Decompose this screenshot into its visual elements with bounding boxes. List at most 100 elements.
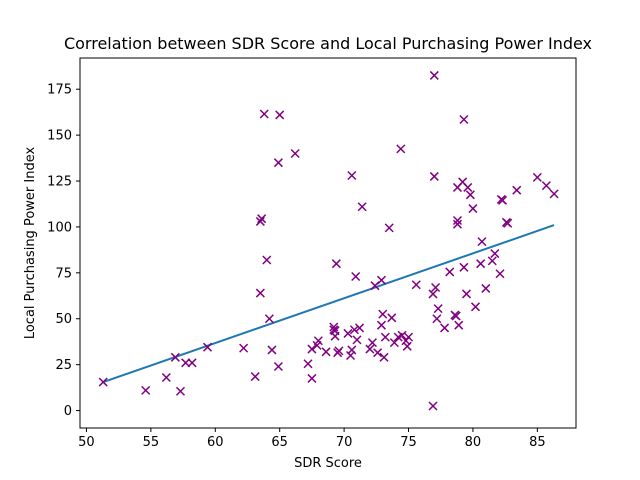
data-point [498, 195, 508, 205]
data-point [98, 377, 108, 387]
data-point [307, 373, 317, 383]
data-point [470, 302, 481, 312]
data-point [432, 314, 442, 324]
data-point [343, 328, 353, 338]
data-point [378, 309, 388, 319]
plot-frame [79, 57, 577, 429]
data-point [250, 372, 260, 382]
data-point [440, 323, 450, 333]
data-point [487, 256, 497, 266]
y-axis: 0 25 50 75 100 125 150 175 [47, 83, 80, 419]
chart-title: Correlation between SDR Score and Local … [64, 34, 592, 53]
x-tick-label: 75 [400, 435, 417, 450]
data-point [387, 313, 397, 323]
data-point [384, 223, 394, 233]
data-point [367, 338, 377, 348]
x-tick-label: 50 [78, 435, 95, 450]
data-point [365, 344, 375, 354]
data-point [477, 237, 487, 247]
y-tick-label: 0 [64, 404, 72, 419]
data-point [397, 330, 407, 340]
data-point [451, 311, 461, 321]
data-point [264, 314, 274, 324]
data-point [257, 214, 267, 224]
data-point [349, 325, 359, 335]
data-point [255, 216, 265, 226]
trend-line [102, 224, 555, 384]
data-point [331, 259, 341, 269]
data-point [351, 271, 361, 282]
data-point [334, 346, 344, 356]
x-tick-label: 55 [143, 435, 160, 450]
y-tick-label: 100 [47, 220, 72, 235]
x-axis-title: SDR Score [294, 456, 362, 471]
x-tick-label: 70 [336, 435, 353, 450]
x-tick-label: 85 [529, 435, 546, 450]
data-point [273, 361, 283, 372]
data-point [403, 332, 414, 342]
data-point [259, 109, 269, 119]
data-point [481, 283, 491, 293]
data-point [161, 372, 171, 383]
data-point [465, 190, 475, 200]
y-tick-label: 50 [55, 312, 72, 327]
data-point [376, 275, 386, 285]
x-axis: 50 55 60 65 70 75 80 85 [78, 428, 546, 450]
data-point [357, 202, 367, 212]
y-tick-label: 175 [47, 83, 72, 98]
data-point [454, 320, 464, 330]
data-point [490, 249, 500, 259]
y-tick-label: 125 [47, 175, 72, 190]
data-point [203, 342, 213, 352]
data-point [541, 181, 551, 191]
data-point [267, 345, 277, 355]
data-point [445, 267, 455, 277]
data-point [459, 114, 469, 125]
data-point [175, 386, 186, 396]
data-point [373, 348, 383, 358]
data-point [347, 345, 357, 355]
data-point [532, 172, 542, 182]
data-point [463, 182, 473, 192]
data-point [307, 344, 317, 354]
data-point [396, 144, 406, 154]
data-point [461, 289, 472, 299]
data-point [452, 215, 463, 226]
data-point [170, 352, 180, 362]
data-point [468, 204, 478, 214]
data-point [411, 280, 421, 290]
y-tick-label: 25 [55, 358, 72, 373]
data-point [355, 323, 365, 333]
y-tick-label: 150 [47, 129, 72, 144]
data-point [429, 171, 439, 181]
data-point [459, 262, 469, 272]
y-tick-label: 75 [55, 266, 72, 281]
data-point [376, 320, 386, 330]
data-point [402, 341, 412, 351]
data-point [290, 148, 300, 159]
data-point [379, 352, 389, 362]
data-point [476, 259, 486, 269]
data-point [181, 358, 191, 368]
data-point [239, 343, 249, 353]
data-point [187, 358, 197, 368]
data-point [431, 282, 441, 293]
data-point [313, 336, 323, 346]
data-point [495, 269, 505, 279]
data-point [380, 332, 390, 342]
data-point [428, 289, 438, 299]
x-tick-label: 65 [271, 435, 288, 450]
data-point [346, 350, 356, 361]
data-point [273, 158, 283, 168]
data-point [303, 359, 313, 369]
x-tick-label: 80 [465, 435, 482, 450]
data-point [141, 385, 151, 395]
data-point [389, 338, 399, 348]
data-point [433, 304, 443, 314]
data-point [330, 326, 340, 336]
data-point [255, 288, 265, 298]
data-point [428, 401, 438, 411]
data-point [512, 185, 522, 195]
x-tick-label: 60 [207, 435, 224, 450]
